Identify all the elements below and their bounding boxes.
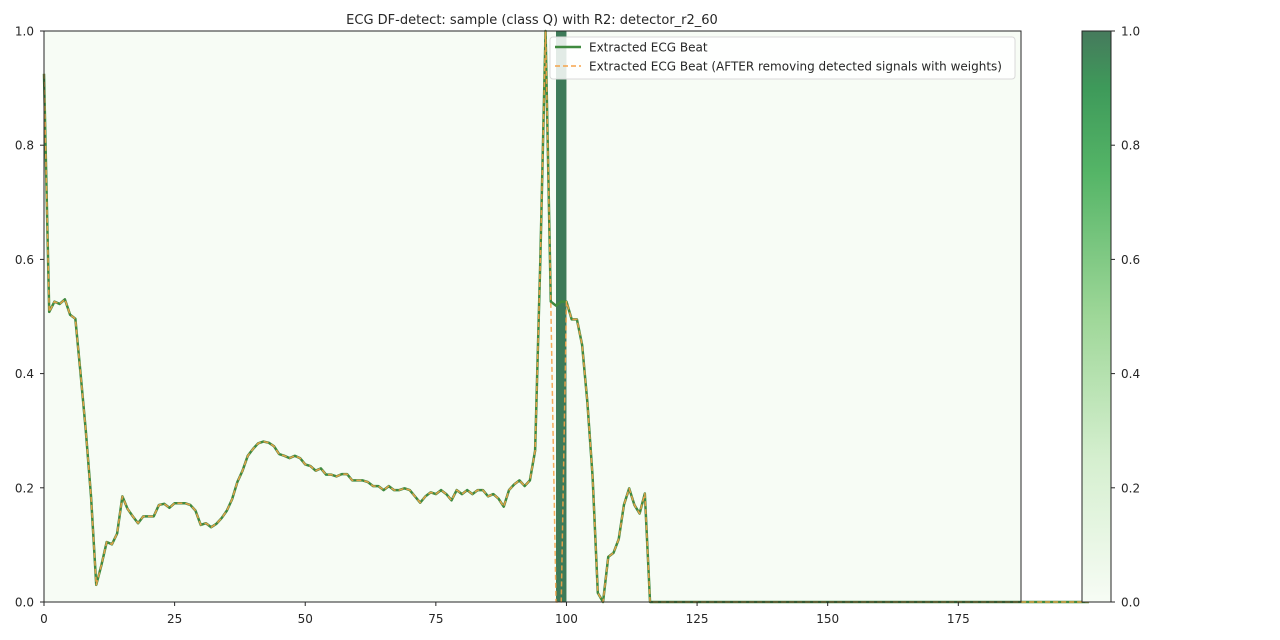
x-tick-label: 150 — [816, 612, 839, 626]
detection-highlight-layer — [556, 31, 567, 602]
legend-label-beat: Extracted ECG Beat — [589, 41, 708, 55]
series-line-after — [43, 30, 1089, 603]
y-tick-label: 0.4 — [15, 367, 34, 381]
x-tick-label: 25 — [167, 612, 182, 626]
y-tick-label: 0.2 — [15, 481, 34, 495]
y-axis: 0.0 0.2 0.4 0.6 0.8 1.0 — [15, 25, 44, 610]
colorbar-tick-label: 1.0 — [1121, 25, 1140, 39]
colorbar-ticks: 0.0 0.2 0.4 0.6 0.8 1.0 — [1111, 25, 1140, 610]
legend-label-after: Extracted ECG Beat (AFTER removing detec… — [589, 60, 1002, 74]
y-tick-label: 1.0 — [15, 25, 34, 39]
colorbar-tick-label: 0.0 — [1121, 596, 1140, 610]
y-tick-label: 0.6 — [15, 253, 34, 267]
x-tick-label: 50 — [298, 612, 313, 626]
chart-title: ECG DF-detect: sample (class Q) with R2:… — [346, 13, 718, 28]
plot-area — [42, 29, 1089, 604]
x-tick-label: 0 — [40, 612, 48, 626]
detection-band — [556, 31, 567, 602]
legend-box — [549, 36, 1016, 80]
colorbar-gradient — [1081, 30, 1112, 603]
colorbar: 0.0 0.2 0.4 0.6 0.8 1.0 — [1081, 25, 1140, 610]
legend: Extracted ECG Beat Extracted ECG Beat (A… — [549, 36, 1016, 80]
x-axis: 0 25 50 75 100 125 150 175 — [40, 602, 970, 626]
colorbar-tick-label: 0.2 — [1121, 481, 1140, 495]
y-tick-label: 0.0 — [15, 596, 34, 610]
x-tick-label: 125 — [686, 612, 709, 626]
colorbar-tick-label: 0.6 — [1121, 253, 1140, 267]
x-tick-label: 75 — [428, 612, 443, 626]
colorbar-tick-label: 0.4 — [1121, 367, 1140, 381]
plot-frame — [43, 30, 1022, 603]
x-tick-label: 175 — [947, 612, 970, 626]
plot-background — [44, 31, 1021, 602]
colorbar-tick-label: 0.8 — [1121, 139, 1140, 153]
x-tick-label: 100 — [555, 612, 578, 626]
y-tick-label: 0.8 — [15, 139, 34, 153]
